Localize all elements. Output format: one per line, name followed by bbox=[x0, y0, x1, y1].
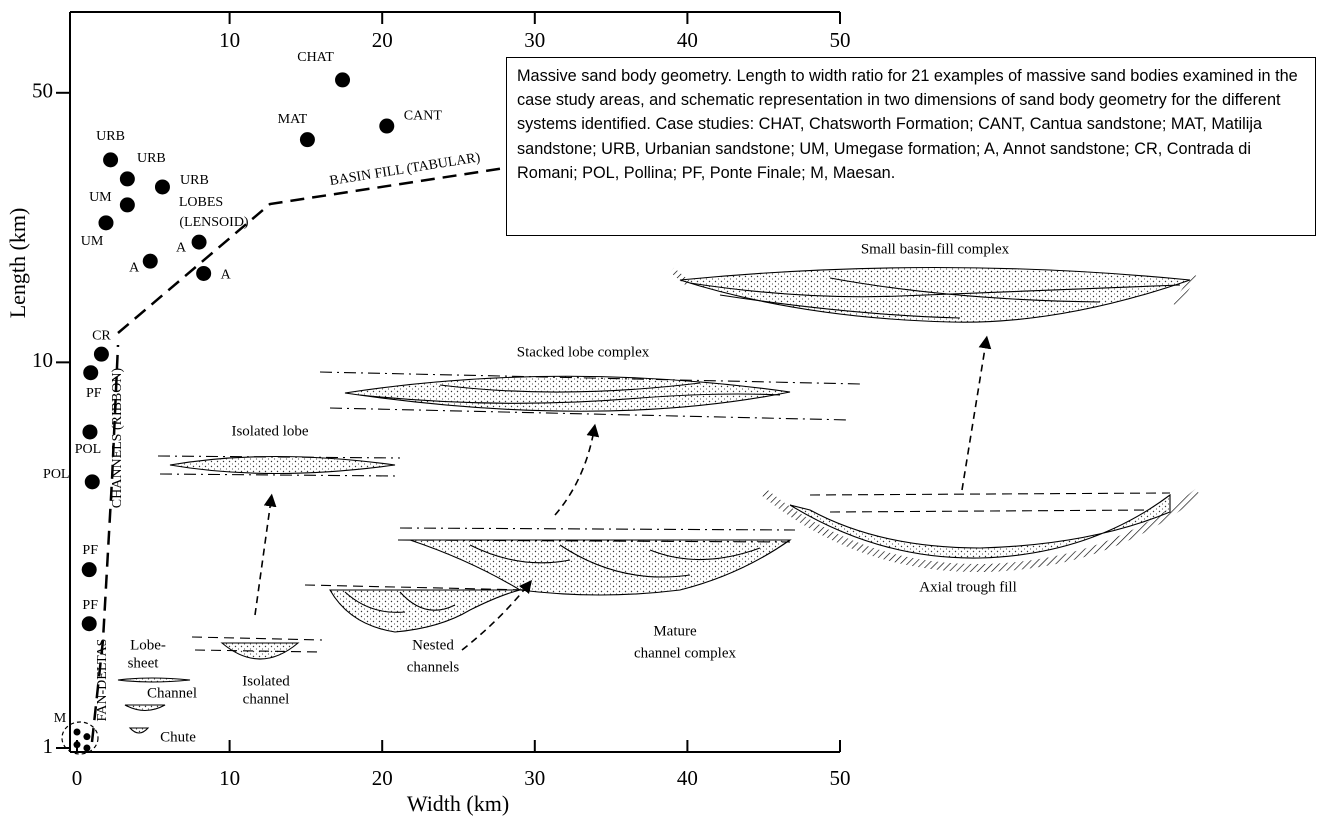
annotation: Isolated lobe bbox=[231, 423, 308, 439]
x-tick-label-top: 30 bbox=[524, 28, 545, 52]
data-point bbox=[98, 215, 113, 230]
annotation: Isolated bbox=[242, 673, 290, 689]
annotation: channel complex bbox=[634, 645, 737, 661]
annotation: Chute bbox=[160, 729, 196, 745]
point-label: URB bbox=[137, 151, 166, 166]
data-point bbox=[82, 562, 97, 577]
data-point bbox=[120, 171, 135, 186]
annotation: sheet bbox=[128, 655, 160, 671]
data-point bbox=[120, 197, 135, 212]
data-point bbox=[192, 235, 207, 250]
caption: Massive sand body geometry. Length to wi… bbox=[506, 57, 1316, 236]
data-point bbox=[300, 132, 315, 147]
x-axis-title: Width (km) bbox=[407, 791, 509, 816]
annotation: FAN-DELTAS bbox=[95, 639, 110, 722]
y-axis-title: Length (km) bbox=[5, 208, 30, 319]
point-label: PF bbox=[82, 543, 98, 558]
x-tick-label: 20 bbox=[372, 766, 393, 790]
x-tick-label-top: 20 bbox=[372, 28, 393, 52]
annotation: Axial trough fill bbox=[919, 579, 1017, 595]
annotation: (LENSOID) bbox=[179, 215, 249, 230]
point-label: UM bbox=[89, 190, 112, 205]
point-label: CANT bbox=[404, 108, 443, 123]
annotation: Lobe- bbox=[130, 637, 166, 653]
sketches bbox=[118, 268, 1198, 734]
data-point bbox=[85, 474, 100, 489]
annotation: Channel bbox=[147, 685, 197, 701]
y-tick-label: 50 bbox=[32, 79, 53, 103]
annotation: Mature bbox=[653, 623, 697, 639]
small-point bbox=[83, 745, 90, 752]
x-tick-label-top: 40 bbox=[677, 28, 698, 52]
point-label: MAT bbox=[278, 112, 308, 127]
x-tick-label: 30 bbox=[524, 766, 545, 790]
data-point bbox=[82, 424, 97, 439]
annotation: LOBES bbox=[179, 195, 223, 210]
data-point bbox=[143, 254, 158, 269]
x-tick-label: 10 bbox=[219, 766, 240, 790]
y-tick-label: 1 bbox=[43, 734, 54, 758]
data-point bbox=[335, 72, 350, 87]
point-label: A bbox=[221, 268, 232, 283]
point-label: PF bbox=[82, 598, 98, 613]
annotation: Stacked lobe complex bbox=[517, 344, 650, 360]
data-point bbox=[379, 119, 394, 134]
data-point bbox=[82, 616, 97, 631]
annotation: Small basin-fill complex bbox=[861, 241, 1010, 257]
point-label: A bbox=[176, 240, 187, 255]
x-tick-label: 40 bbox=[677, 766, 698, 790]
point-label: POL bbox=[43, 467, 69, 482]
small-point bbox=[83, 733, 90, 740]
annotation: CHANNELS (RIBBON) bbox=[110, 367, 125, 508]
annotation: channels bbox=[407, 659, 460, 675]
data-point bbox=[196, 266, 211, 281]
small-point-label: M bbox=[54, 711, 67, 726]
annotation: Nested bbox=[412, 637, 454, 653]
point-label: URB bbox=[180, 173, 209, 188]
point-label: CHAT bbox=[297, 50, 334, 65]
point-label: PF bbox=[86, 386, 102, 401]
x-tick-label: 50 bbox=[830, 766, 851, 790]
y-tick-label: 10 bbox=[32, 348, 53, 372]
data-point bbox=[155, 179, 170, 194]
x-tick-label-top: 50 bbox=[830, 28, 851, 52]
point-label: CR bbox=[92, 328, 111, 343]
figure: 0 10 10 20 20 30 30 40 40 50 50 1 10 50 Width (km) Leng… bbox=[0, 0, 1322, 822]
data-point bbox=[83, 365, 98, 380]
point-label: UM bbox=[81, 234, 104, 249]
small-point bbox=[74, 741, 81, 748]
x-tick-label: 0 bbox=[72, 766, 83, 790]
point-label: POL bbox=[75, 442, 101, 457]
point-label: URB bbox=[96, 129, 125, 144]
point-label: A bbox=[129, 260, 140, 275]
annotation: channel bbox=[243, 691, 290, 707]
data-point bbox=[94, 347, 109, 362]
data-point bbox=[103, 152, 118, 167]
small-point bbox=[74, 729, 81, 736]
x-tick-label-top: 10 bbox=[219, 28, 240, 52]
